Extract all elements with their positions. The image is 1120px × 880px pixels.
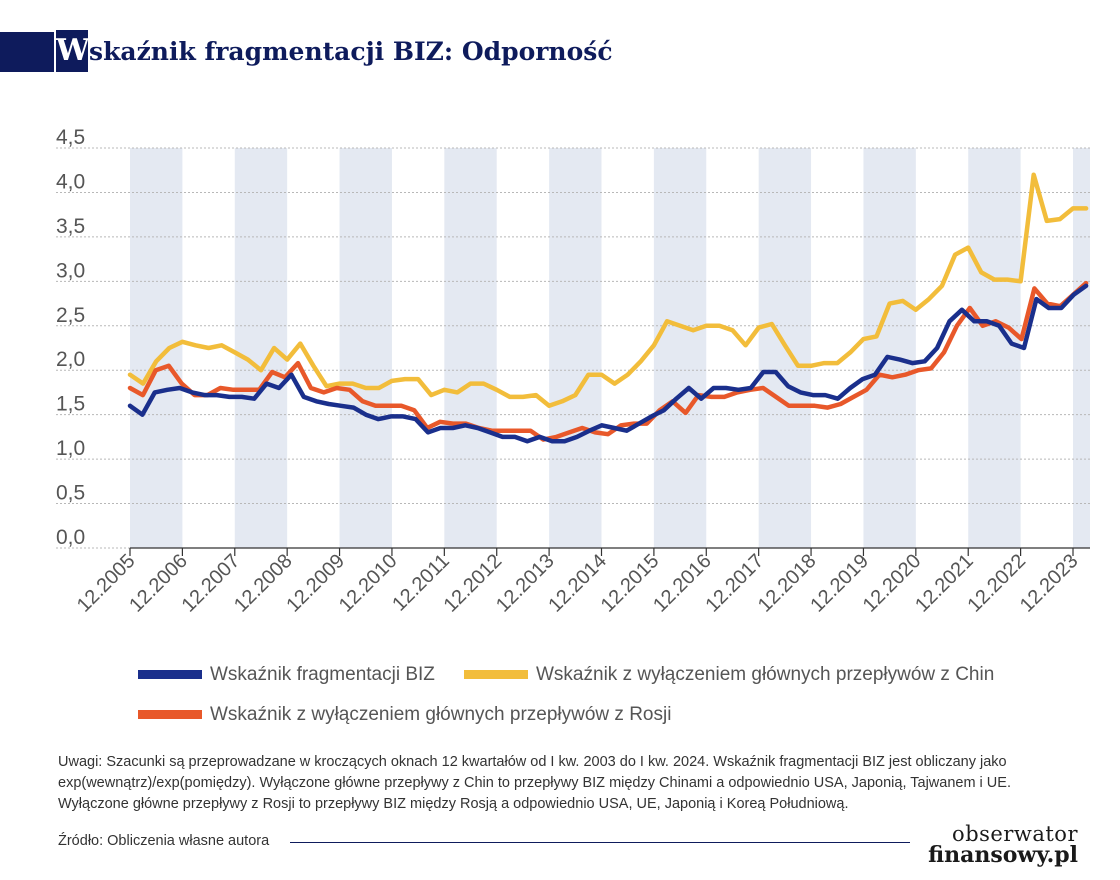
- logo-line2: finansowy.pl: [928, 842, 1078, 868]
- year-band: [653, 148, 707, 548]
- year-band: [444, 148, 497, 548]
- year-band: [1073, 148, 1090, 548]
- title-accent-bar: [0, 32, 54, 72]
- legend-swatch-orange: [138, 710, 202, 720]
- legend-label-biz: Wskaźnik fragmentacji BIZ: [210, 664, 435, 685]
- y-tick-label: 4,0: [56, 170, 85, 193]
- y-tick-label: 1,0: [56, 437, 85, 460]
- legend-item-russia: Wskaźnik z wyłączeniem głównych przepływ…: [138, 704, 671, 726]
- x-tick-label: 12.2010: [335, 550, 402, 617]
- series-line: [127, 172, 1089, 409]
- page-title: skaźnik fragmentacji BIZ: Odporność: [89, 37, 613, 66]
- year-band: [968, 148, 1021, 548]
- line-chart: 0,00,51,01,52,02,53,03,54,04,512.200512.…: [56, 126, 1090, 617]
- chart-notes: Uwagi: Szacunki są przeprowadzane w kroc…: [58, 754, 1011, 812]
- y-tick-label: 2,0: [56, 348, 85, 371]
- year-band: [549, 148, 602, 548]
- y-tick-label: 0,5: [56, 482, 85, 505]
- legend-swatch-yellow: [464, 670, 528, 680]
- y-tick-label: 3,5: [56, 215, 85, 238]
- y-tick-label: 4,5: [56, 126, 85, 149]
- year-band: [234, 148, 288, 548]
- y-tick-label: 3,0: [56, 259, 85, 282]
- y-tick-label: 2,5: [56, 304, 85, 327]
- series-line: [127, 283, 1089, 444]
- source-divider: [290, 842, 910, 843]
- series-line: [127, 280, 1089, 442]
- legend-swatch-navy: [138, 670, 202, 680]
- legend-label-china: Wskaźnik z wyłączeniem głównych przepływ…: [536, 664, 995, 685]
- year-band: [863, 148, 916, 548]
- y-tick-label: 1,5: [56, 393, 85, 416]
- legend-label-russia: Wskaźnik z wyłączeniem głównych przepływ…: [210, 704, 672, 725]
- y-tick-label: 0,0: [56, 526, 85, 549]
- logo-line1: obserwator: [952, 822, 1078, 846]
- title-initial: W: [56, 30, 90, 72]
- legend-item-china: Wskaźnik z wyłączeniem głównych przepływ…: [464, 664, 994, 686]
- year-band: [339, 148, 392, 548]
- legend-item-biz: Wskaźnik fragmentacji BIZ: [138, 664, 435, 686]
- x-tick-label: 12.2023: [1016, 550, 1083, 617]
- source-text: Źródło: Obliczenia własne autora: [58, 833, 270, 849]
